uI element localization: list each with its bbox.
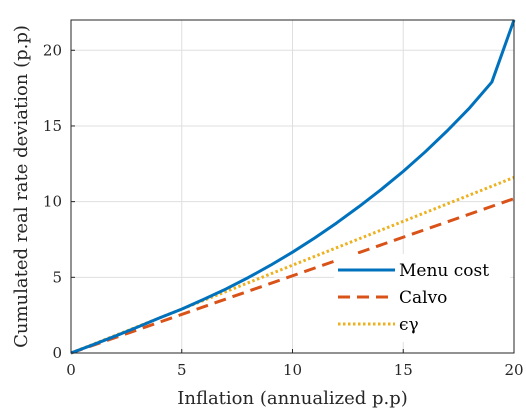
series-line-solid: [70, 19, 516, 355]
legend: Menu cost Calvo ϵγ: [334, 254, 510, 342]
y-tick-label: 0: [52, 344, 62, 362]
x-tick-label: 20: [504, 361, 523, 379]
x-tick-label: 10: [283, 361, 302, 379]
series-line-dashed: [70, 197, 515, 355]
y-axis-label: Cumulated real rate deviation (p.p): [11, 25, 32, 348]
y-tick-label: 15: [43, 117, 62, 135]
series-line-dotted: [70, 176, 515, 355]
axis-ticks: 0 5 10 15 20 0 5 10 15 20: [43, 41, 524, 379]
series-lines: [70, 19, 516, 355]
legend-label: Calvo: [399, 288, 447, 308]
legend-label: Menu cost: [399, 261, 489, 281]
y-tick-label: 10: [43, 193, 62, 211]
legend-label: ϵγ: [399, 315, 419, 335]
y-tick-label: 20: [43, 41, 62, 59]
y-tick-label: 5: [52, 268, 62, 286]
x-tick-label: 5: [177, 361, 187, 379]
x-tick-label: 0: [66, 361, 76, 379]
x-tick-label: 15: [394, 361, 413, 379]
x-axis-label: Inflation (annualized p.p): [177, 388, 408, 409]
